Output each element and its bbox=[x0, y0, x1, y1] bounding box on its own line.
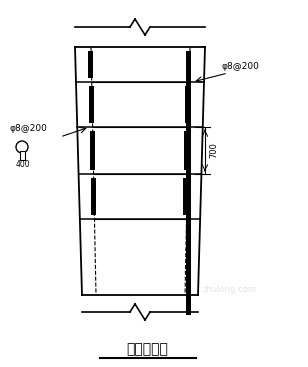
Text: 护壁加筋图: 护壁加筋图 bbox=[126, 342, 168, 356]
Bar bbox=[185, 86, 190, 123]
Bar bbox=[88, 51, 93, 78]
Text: φ8@200: φ8@200 bbox=[222, 62, 260, 71]
Text: zhulong.com: zhulong.com bbox=[203, 285, 257, 294]
Text: 400: 400 bbox=[16, 160, 30, 169]
Bar bbox=[91, 178, 95, 215]
Bar bbox=[186, 51, 191, 78]
Text: φ8@200: φ8@200 bbox=[10, 124, 48, 133]
Bar bbox=[90, 131, 95, 170]
Bar bbox=[19, 151, 25, 160]
Bar bbox=[184, 178, 188, 215]
Bar bbox=[89, 86, 94, 123]
Text: 700: 700 bbox=[209, 142, 218, 159]
Bar bbox=[186, 78, 191, 315]
Bar bbox=[184, 131, 189, 170]
